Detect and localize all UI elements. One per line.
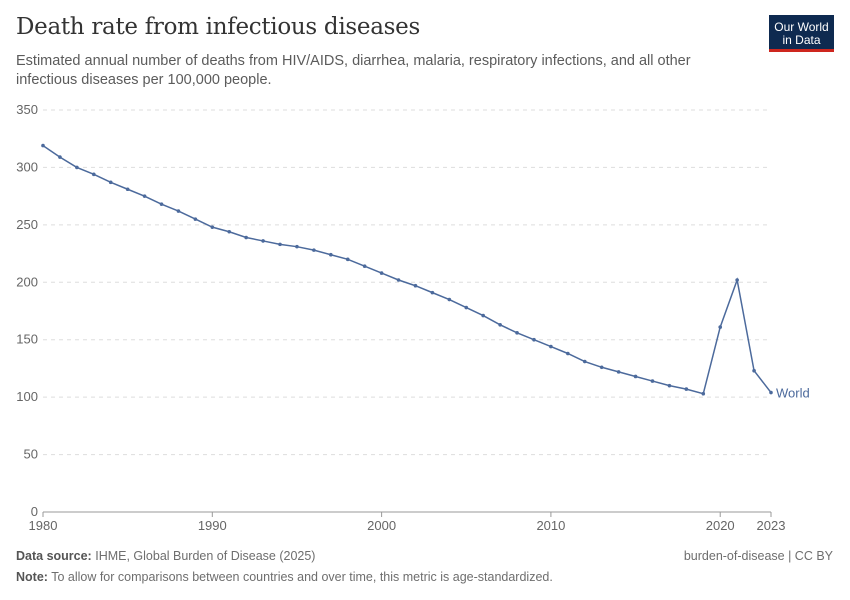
- y-tick-label: 200: [16, 274, 38, 289]
- data-point: [616, 370, 621, 374]
- note: Note: To allow for comparisons between c…: [16, 570, 553, 584]
- logo-line2: in Data: [782, 33, 821, 47]
- data-point: [532, 337, 536, 342]
- data-point: [447, 297, 452, 302]
- data-point: [599, 365, 604, 370]
- data-point: [701, 391, 706, 396]
- data-point: [91, 172, 96, 177]
- data-point: [261, 239, 265, 243]
- data-point: [176, 209, 181, 213]
- y-tick-label: 250: [16, 217, 38, 232]
- series-label: World: [776, 386, 810, 401]
- data-point: [142, 194, 147, 198]
- data-point: [464, 305, 469, 310]
- data-point: [769, 390, 773, 395]
- chart-subtitle: Estimated annual number of deaths from H…: [16, 53, 691, 88]
- logo-line1: Our World: [774, 20, 829, 34]
- note-label: Note:: [16, 570, 48, 584]
- source-label: Data source:: [16, 549, 92, 563]
- data-point: [566, 351, 570, 356]
- data-point: [735, 278, 739, 282]
- x-tick-label: 1990: [198, 518, 227, 533]
- data-point: [667, 383, 672, 388]
- data-point: [752, 368, 756, 373]
- data-point: [193, 217, 198, 221]
- data-point: [684, 387, 689, 391]
- data-point: [244, 235, 248, 240]
- y-tick-label: 100: [16, 389, 38, 404]
- y-tick-label: 50: [24, 447, 38, 462]
- data-point: [312, 248, 316, 252]
- data-point: [41, 143, 45, 148]
- data-point: [515, 331, 519, 335]
- y-tick-label: 350: [16, 102, 38, 117]
- data-point: [481, 313, 485, 318]
- data-point: [278, 242, 282, 247]
- data-point: [650, 379, 655, 383]
- x-tick-label: 1980: [29, 518, 58, 533]
- data-source: Data source: IHME, Global Burden of Dise…: [16, 549, 315, 563]
- y-tick-label: 0: [31, 504, 38, 519]
- data-point: [549, 344, 553, 349]
- y-tick-label: 300: [16, 159, 38, 174]
- note-text: To allow for comparisons between countri…: [51, 570, 553, 584]
- x-tick-label: 2020: [706, 518, 735, 533]
- data-point: [58, 155, 62, 159]
- data-point: [413, 283, 418, 288]
- x-tick-label: 2000: [367, 518, 396, 533]
- chart-title: Death rate from infectious diseases: [16, 14, 420, 40]
- data-point: [329, 252, 333, 257]
- data-point: [582, 359, 587, 364]
- x-tick-label: 2023: [757, 518, 786, 533]
- data-point: [108, 180, 113, 185]
- data-point: [718, 325, 723, 329]
- data-point: [362, 264, 367, 269]
- series-line: [42, 144, 772, 395]
- license[interactable]: burden-of-disease | CC BY: [683, 549, 833, 563]
- x-tick-label: 2010: [536, 518, 565, 533]
- data-point: [159, 202, 164, 206]
- data-point: [396, 278, 401, 282]
- data-point: [227, 229, 232, 234]
- data-point: [295, 244, 299, 249]
- owid-logo[interactable]: Our World in Data: [769, 15, 834, 52]
- data-point: [210, 225, 215, 229]
- data-point: [430, 290, 435, 295]
- data-point: [125, 187, 130, 192]
- source-text[interactable]: IHME, Global Burden of Disease (2025): [95, 549, 316, 563]
- data-point: [498, 322, 502, 327]
- data-point: [345, 257, 350, 262]
- data-point: [379, 271, 384, 275]
- data-point: [75, 165, 79, 170]
- data-point: [633, 374, 638, 379]
- y-tick-label: 150: [16, 332, 38, 347]
